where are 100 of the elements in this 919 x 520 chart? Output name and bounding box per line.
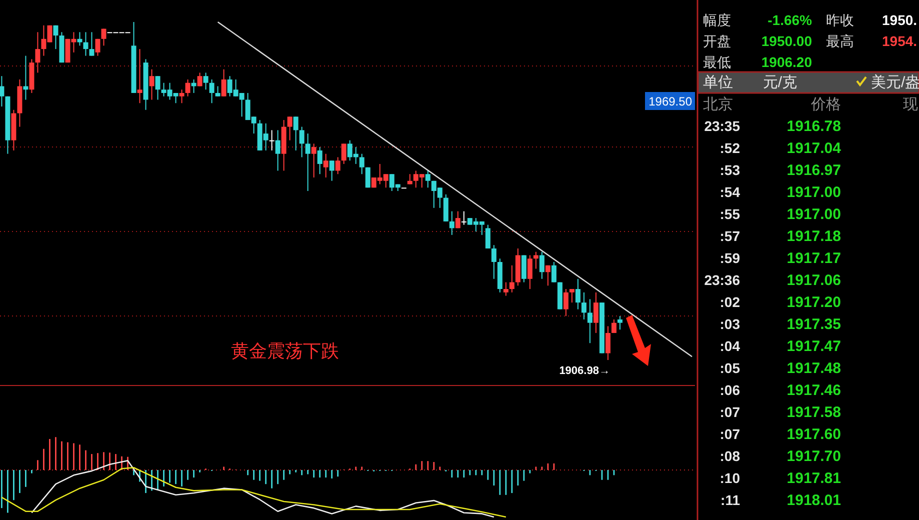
candlestick — [53, 24, 58, 50]
text: 1916.97 — [786, 162, 841, 179]
candlestick — [101, 28, 106, 46]
candlestick — [155, 76, 160, 100]
candlestick — [341, 143, 346, 164]
text: 昨收 — [826, 12, 854, 28]
annotation: 黄金震荡下跌 — [231, 341, 339, 361]
candlestick — [287, 116, 292, 141]
text: -1.66% — [768, 12, 813, 28]
candlestick — [221, 68, 226, 97]
text: 1917.58 — [786, 404, 841, 421]
candlestick — [617, 316, 622, 330]
text: 1917.00 — [786, 184, 841, 201]
text: 1917.04 — [786, 140, 842, 157]
text: 价格 — [810, 96, 841, 113]
candlestick — [35, 32, 40, 74]
candlestick — [305, 133, 310, 192]
candlestick — [77, 32, 82, 46]
candlestick — [299, 126, 304, 158]
candlestick — [359, 153, 364, 175]
candlestick — [137, 48, 142, 104]
candlestick — [485, 224, 490, 249]
text: 1917.06 — [786, 272, 841, 289]
text: 1918.01 — [786, 492, 841, 509]
candlestick — [179, 89, 184, 104]
text: :04 — [720, 338, 740, 354]
text: :07 — [720, 426, 740, 442]
candlestick — [425, 170, 430, 188]
text: 1917.18 — [786, 228, 841, 245]
candlestick — [329, 160, 334, 182]
candlestick — [533, 251, 538, 270]
text: 1917.35 — [786, 316, 841, 333]
text: :55 — [720, 206, 740, 222]
text: 23:36 — [704, 272, 740, 288]
candlestick — [197, 72, 202, 87]
text: 1916.78 — [786, 118, 841, 135]
candlestick — [611, 318, 616, 334]
candlestick — [527, 254, 532, 290]
text: :05 — [720, 360, 740, 376]
candlestick — [551, 261, 556, 283]
text: 1917.00 — [786, 206, 841, 223]
text: 1906.98→ — [559, 365, 610, 377]
text: 1917.60 — [786, 426, 841, 443]
candlestick — [575, 278, 580, 310]
candlestick — [149, 68, 154, 100]
text: :03 — [720, 316, 740, 332]
text: :08 — [720, 448, 740, 464]
text: :10 — [720, 470, 740, 486]
text: 1917.20 — [786, 294, 841, 311]
text: :11 — [720, 492, 740, 508]
candlestick — [23, 55, 28, 100]
candlestick — [311, 143, 316, 178]
candlestick — [503, 282, 508, 296]
text: :53 — [720, 162, 740, 178]
text: 1917.70 — [786, 448, 841, 465]
candlestick — [443, 194, 448, 222]
candlestick — [461, 210, 466, 226]
text: 幅度 — [703, 12, 731, 28]
candlestick — [539, 251, 544, 280]
candlestick — [335, 156, 340, 175]
candlestick — [95, 38, 100, 56]
text: 23:35 — [704, 118, 740, 134]
candlestick — [605, 326, 610, 360]
text: 1917.47 — [786, 338, 841, 355]
candlestick — [209, 78, 214, 104]
text: :52 — [720, 140, 740, 156]
candlestick — [269, 130, 274, 151]
candlestick — [509, 264, 514, 293]
candlestick — [293, 116, 298, 151]
text: 开盘 — [703, 33, 731, 49]
candlestick — [545, 264, 550, 286]
text: 1917.81 — [786, 470, 841, 487]
candlestick — [449, 210, 454, 236]
text: :02 — [720, 294, 740, 310]
text: :06 — [720, 382, 740, 398]
text: 北京 — [703, 96, 733, 113]
text: 1950.00 — [761, 33, 812, 49]
candlestick — [455, 210, 460, 229]
candlestick — [593, 292, 598, 334]
candlestick — [521, 254, 526, 283]
candlestick — [83, 32, 88, 56]
text: 1917.48 — [786, 360, 841, 377]
candlestick — [215, 86, 220, 97]
candlestick — [587, 298, 592, 344]
text: 最高 — [826, 33, 854, 49]
text: 现 — [903, 96, 918, 113]
candlestick — [203, 72, 208, 90]
candlestick — [563, 288, 568, 317]
text: :57 — [720, 228, 740, 244]
text: 1950. — [882, 12, 918, 28]
text: 元/克 — [762, 74, 798, 91]
candlestick — [317, 146, 322, 175]
candlestick — [0, 76, 4, 107]
candlestick — [581, 292, 586, 320]
text: 单位 — [703, 74, 733, 91]
text: :07 — [720, 404, 740, 420]
text: 最低 — [703, 54, 731, 70]
candlestick — [185, 78, 190, 97]
text: 1906.20 — [761, 54, 812, 70]
text: :59 — [720, 250, 740, 266]
